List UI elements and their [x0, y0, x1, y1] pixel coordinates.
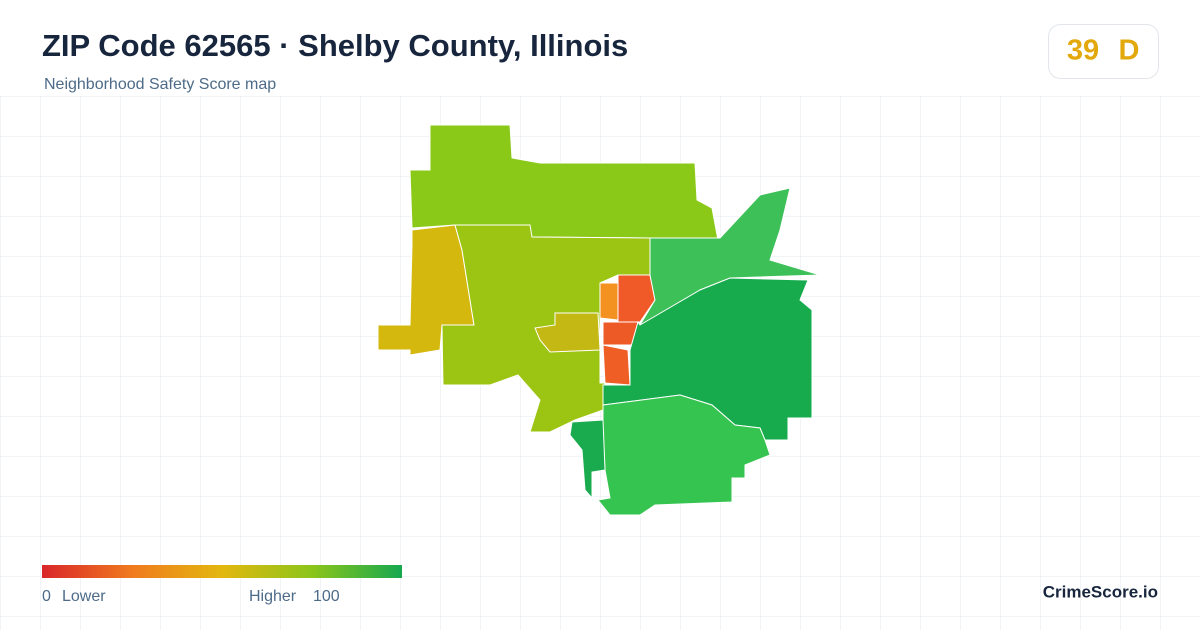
legend-max-label: Higher — [249, 588, 297, 605]
grade: D — [1119, 35, 1140, 67]
map — [377, 124, 821, 516]
region — [597, 394, 771, 516]
region — [617, 274, 656, 323]
region — [569, 419, 606, 506]
score: 39 — [1067, 35, 1099, 67]
region — [534, 312, 601, 353]
region — [599, 282, 619, 321]
region — [602, 344, 631, 386]
legend-min-label: Lower — [62, 588, 106, 605]
brand: CrimeScore.io — [1043, 582, 1158, 601]
legend-min: 0 — [42, 588, 51, 605]
subtitle: Neighborhood Safety Score map — [44, 76, 276, 93]
legend-scale — [42, 565, 402, 578]
score-badge — [1048, 24, 1159, 79]
title: ZIP Code 62565 · Shelby County, Illinois — [42, 28, 628, 63]
region — [639, 187, 821, 326]
legend-max: 100 — [313, 588, 340, 605]
